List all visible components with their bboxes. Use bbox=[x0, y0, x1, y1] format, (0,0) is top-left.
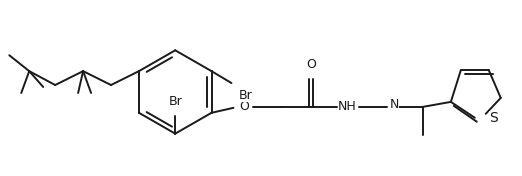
Text: N: N bbox=[389, 98, 399, 111]
Text: O: O bbox=[306, 58, 316, 71]
Text: NH: NH bbox=[338, 100, 357, 113]
Text: O: O bbox=[240, 100, 250, 113]
Text: Br: Br bbox=[239, 89, 252, 102]
Text: S: S bbox=[490, 111, 498, 125]
Text: Br: Br bbox=[169, 95, 182, 108]
